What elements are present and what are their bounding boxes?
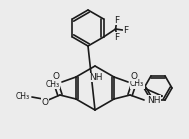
Text: F: F <box>114 16 119 24</box>
Text: O: O <box>131 71 138 80</box>
Text: CH₃: CH₃ <box>16 91 30 100</box>
Text: F: F <box>123 25 128 34</box>
Text: O: O <box>52 71 60 80</box>
Text: NH: NH <box>89 73 103 82</box>
Text: NH: NH <box>147 95 160 105</box>
Text: CH₃: CH₃ <box>46 80 60 89</box>
Text: F: F <box>114 33 119 42</box>
Text: CH₃: CH₃ <box>130 80 144 89</box>
Text: O: O <box>41 97 48 106</box>
